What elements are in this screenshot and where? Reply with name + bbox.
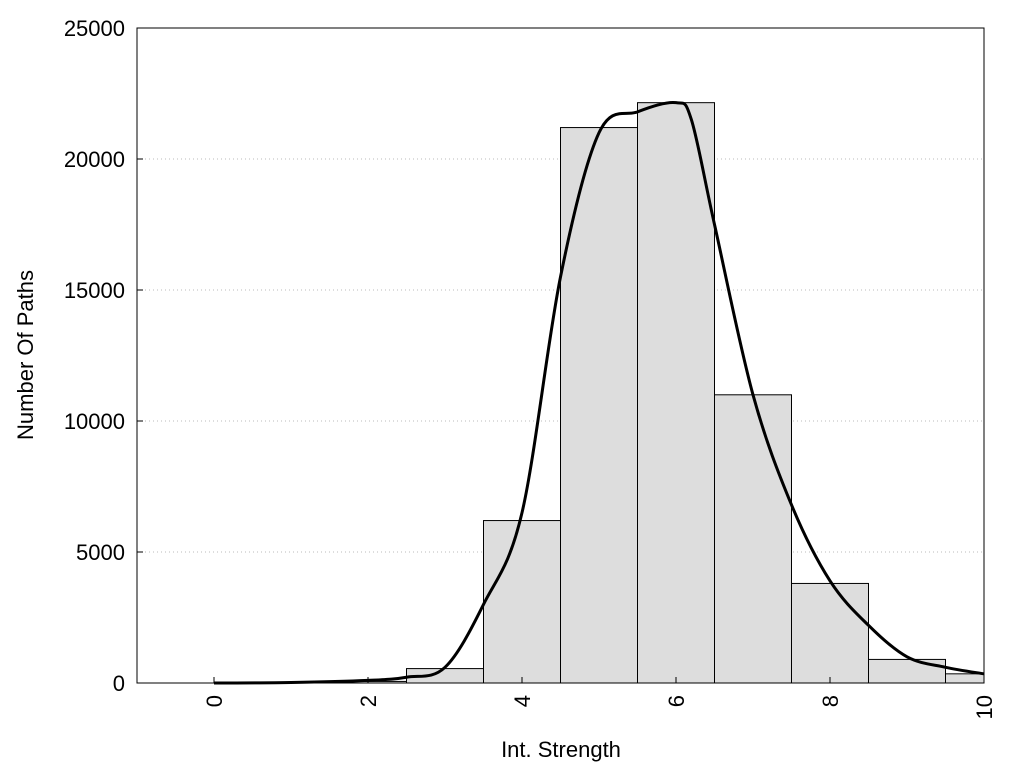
y-axis-label: Number Of Paths — [13, 270, 38, 440]
histogram-bar-9 — [868, 658, 946, 684]
histogram-bar-6 — [637, 102, 715, 684]
axis-ticks: 0 5000 10000 15000 20000 25000 0 2 4 6 8 10 — [64, 16, 997, 719]
x-tick-label-1: 2 — [356, 695, 381, 707]
x-tick-label-5: 10 — [972, 695, 997, 719]
histogram-bar-7 — [714, 394, 792, 684]
histogram-bar-5 — [560, 127, 638, 684]
histogram-bar-10 — [945, 673, 985, 684]
histogram-bar-8 — [791, 582, 869, 684]
x-tick-label-0: 0 — [202, 695, 227, 707]
y-tick-label-2: 10000 — [64, 409, 125, 434]
y-tick-label-0: 0 — [113, 671, 125, 696]
y-tick-label-5: 25000 — [64, 16, 125, 41]
density-curve-group — [213, 100, 985, 685]
x-axis-label: Int. Strength — [501, 737, 621, 762]
y-tick-label-4: 20000 — [64, 147, 125, 172]
x-tick-label-4: 8 — [818, 695, 843, 707]
histogram-bars — [329, 102, 985, 684]
y-tick-label-3: 15000 — [64, 278, 125, 303]
plot-area-frame — [136, 27, 985, 684]
density-curve — [213, 100, 985, 685]
x-tick-label-3: 6 — [664, 695, 689, 707]
x-tick-label-2: 4 — [510, 695, 535, 707]
y-tick-label-1: 5000 — [76, 540, 125, 565]
histogram-bar-4 — [483, 520, 561, 684]
